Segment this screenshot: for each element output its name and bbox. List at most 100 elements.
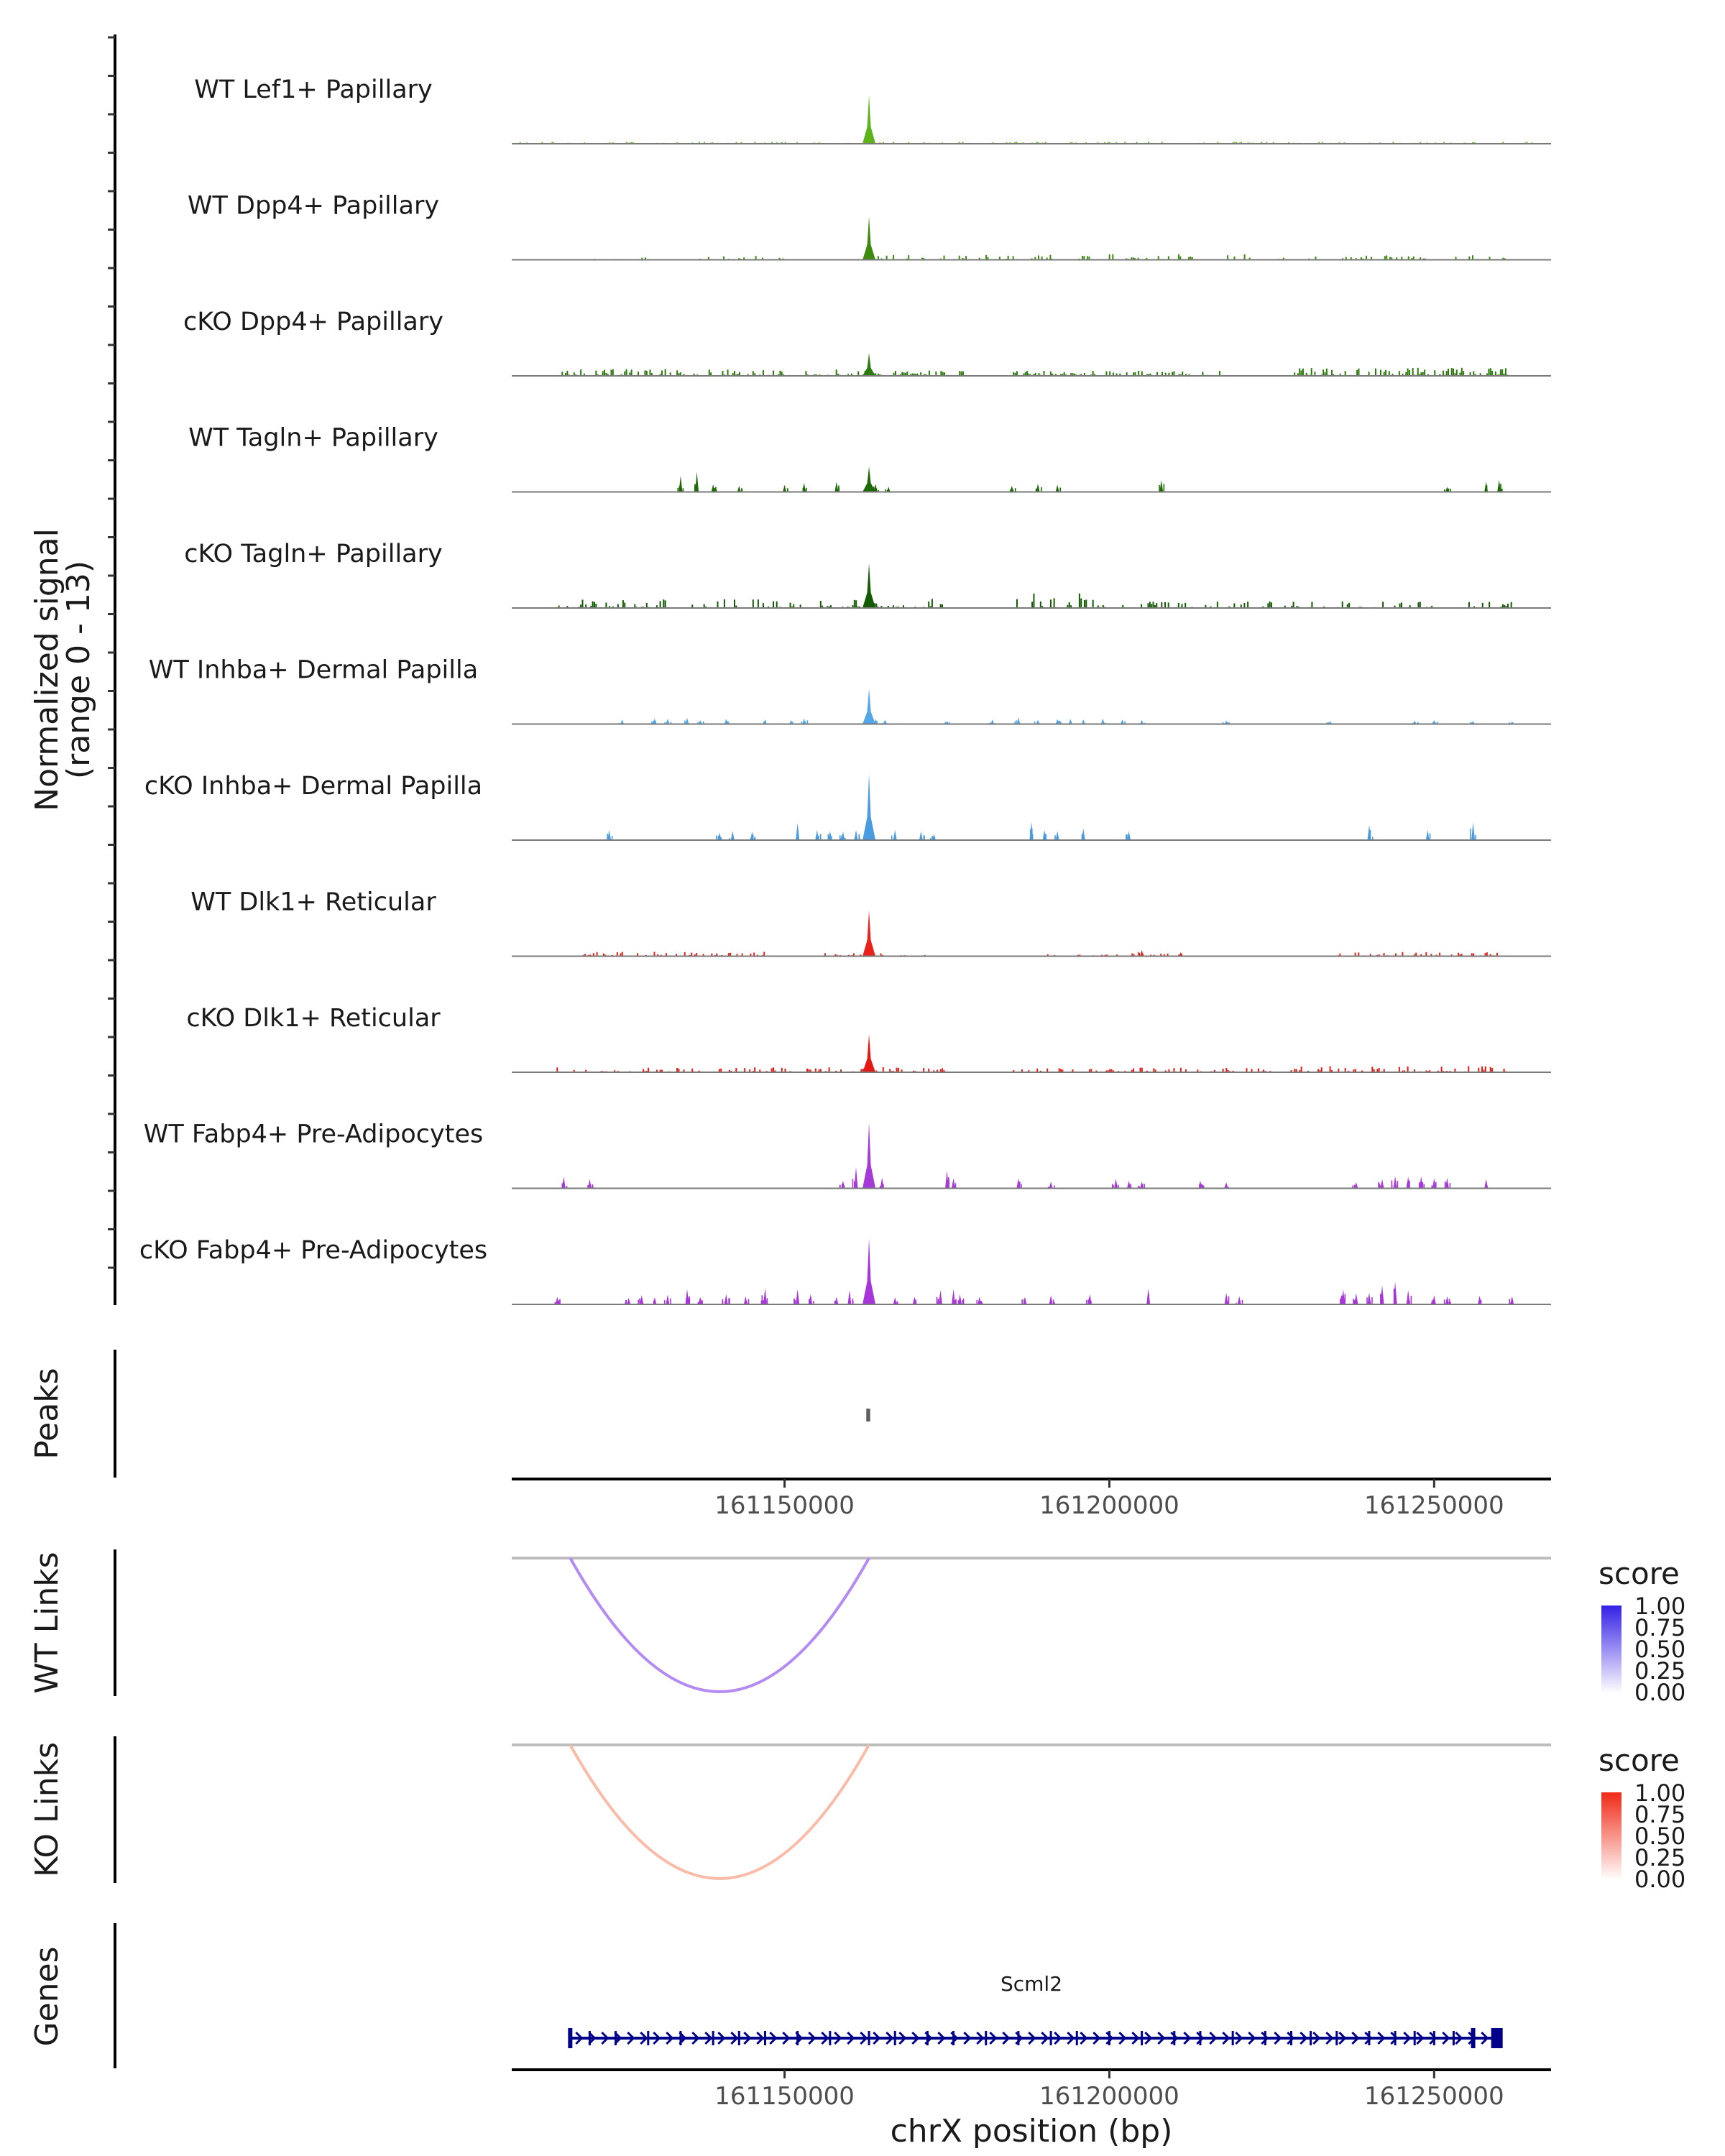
- coverage-spike: [763, 1288, 767, 1304]
- ko-legend-title: score: [1598, 1743, 1680, 1778]
- x-tick-label: 161250000: [1364, 1491, 1504, 1520]
- exon: [1413, 2031, 1416, 2045]
- exon: [1394, 2031, 1397, 2045]
- exon: [796, 2031, 799, 2045]
- coverage-spike: [1159, 480, 1164, 492]
- coverage-spike: [1354, 1182, 1358, 1189]
- strand-arrow: [1209, 2031, 1218, 2045]
- strand-arrow: [860, 2031, 868, 2045]
- strand-arrow: [1261, 2031, 1269, 2045]
- coverage-peak: [862, 1238, 876, 1304]
- exon: [1368, 2031, 1371, 2045]
- strand-arrow: [1002, 2031, 1011, 2045]
- coverage-spike: [1393, 1176, 1397, 1189]
- coverage-track: cKO Dlk1+ Reticular: [186, 1004, 1551, 1073]
- coverage-track: WT Inhba+ Dermal Papilla: [149, 656, 1551, 725]
- strand-arrow: [1235, 2031, 1243, 2045]
- coverage-spike: [952, 1289, 956, 1304]
- strand-arrow: [1041, 2031, 1049, 2045]
- gene-name-label: Scml2: [1000, 1972, 1062, 1996]
- strand-arrow: [1183, 2031, 1192, 2045]
- coverage-spike: [555, 1296, 559, 1304]
- coverage-spike: [958, 1294, 962, 1304]
- coverage-track: cKO Fabp4+ Pre-Adipocytes: [139, 1236, 1551, 1305]
- strand-arrow: [769, 2031, 778, 2045]
- coverage-spike: [1055, 484, 1059, 492]
- wt-legend-tick-1: 1.00: [1634, 1593, 1685, 1620]
- x-tick-label: 161150000: [714, 1491, 855, 1520]
- strand-arrow: [666, 2031, 674, 2045]
- strand-arrow: [1170, 2031, 1179, 2045]
- coverage-track: WT Fabp4+ Pre-Adipocytes: [144, 1120, 1551, 1189]
- track-label: WT Inhba+ Dermal Papilla: [149, 656, 478, 685]
- coverage-peak: [862, 95, 876, 144]
- strand-arrow: [1080, 2031, 1088, 2045]
- exon: [1264, 2031, 1266, 2045]
- coverage-spike: [945, 1170, 949, 1189]
- coverage-spike: [627, 1297, 631, 1304]
- strand-arrow: [1248, 2031, 1256, 2045]
- strand-arrow: [588, 2031, 597, 2045]
- coverage-spike: [854, 1166, 858, 1189]
- coverage-peak: [862, 910, 876, 957]
- ko-links-legend: score 1.00 0.75 0.50 0.25 0.00: [1598, 1743, 1685, 1893]
- strand-arrow: [834, 2031, 842, 2045]
- track-label: WT Tagln+ Papillary: [188, 424, 438, 453]
- strand-arrow: [1403, 2031, 1412, 2045]
- coverage-spike: [932, 834, 936, 840]
- strand-arrow: [1157, 2031, 1166, 2045]
- strand-arrow: [847, 2031, 855, 2045]
- track-label: WT Dlk1+ Reticular: [190, 888, 436, 917]
- strand-arrow: [1390, 2031, 1399, 2045]
- coverage-peak: [862, 216, 876, 260]
- strand-arrow: [976, 2031, 985, 2045]
- coverage-spike: [1049, 1181, 1053, 1189]
- coverage-spike: [1127, 1180, 1131, 1189]
- coverage-spike: [607, 829, 612, 840]
- coverage-spike: [1445, 1296, 1449, 1304]
- coverage-spike: [854, 829, 858, 840]
- strand-arrow: [989, 2031, 998, 2045]
- track-label: WT Dpp4+ Papillary: [188, 192, 439, 221]
- coverage-spike: [990, 719, 995, 724]
- coverage-peak: [862, 1122, 876, 1189]
- coverage-spike: [847, 1290, 852, 1304]
- exon: [615, 2031, 617, 2045]
- coverage-spike: [893, 829, 897, 840]
- coverage-track: WT Lef1+ Papillary: [194, 75, 1551, 144]
- ko-legend-tick-5: 0.00: [1634, 1866, 1685, 1893]
- exon: [1335, 2031, 1338, 2045]
- coverage-spike: [1016, 717, 1021, 724]
- coverage-spike: [724, 1294, 728, 1304]
- exon: [1452, 2031, 1455, 2045]
- exon: [893, 2031, 896, 2045]
- exon: [763, 2031, 766, 2045]
- ko-legend-colorbar: [1601, 1792, 1622, 1880]
- exon: [588, 2031, 591, 2045]
- exon: [1017, 2031, 1020, 2045]
- strand-arrow: [1131, 2031, 1140, 2045]
- wt-links-legend: score 1.00 0.75 0.50 0.25 0.00: [1598, 1556, 1685, 1706]
- coverage-peak: [862, 563, 876, 608]
- strand-arrow: [1455, 2031, 1463, 2045]
- coverage-track: cKO Inhba+ Dermal Papilla: [144, 772, 1551, 841]
- coverage-track: WT Dpp4+ Papillary: [188, 192, 1551, 261]
- strand-arrow: [821, 2031, 829, 2045]
- ko-links-panel: KO Links score 1.00 0.75 0.50 0.25 0.00: [29, 1736, 1685, 1893]
- exon: [1141, 2031, 1144, 2045]
- coverage-y-ticks: [108, 36, 115, 1269]
- strand-arrow: [756, 2031, 765, 2045]
- coverage-spike: [978, 1296, 982, 1304]
- strand-arrow: [653, 2031, 661, 2045]
- strand-arrow: [1222, 2031, 1230, 2045]
- wt-links-panel: WT Links score 1.00 0.75 0.50 0.25 0.00: [29, 1549, 1685, 1706]
- exon: [679, 2031, 682, 2045]
- strand-arrow: [1028, 2031, 1036, 2045]
- coverage-peak: [862, 688, 876, 724]
- exon: [1231, 2031, 1234, 2045]
- strand-arrow: [627, 2031, 635, 2045]
- coverage-ylabel-line2: (range 0 - 13): [60, 561, 97, 779]
- strand-arrow: [1274, 2031, 1282, 2045]
- coverage-spike: [1380, 1179, 1384, 1189]
